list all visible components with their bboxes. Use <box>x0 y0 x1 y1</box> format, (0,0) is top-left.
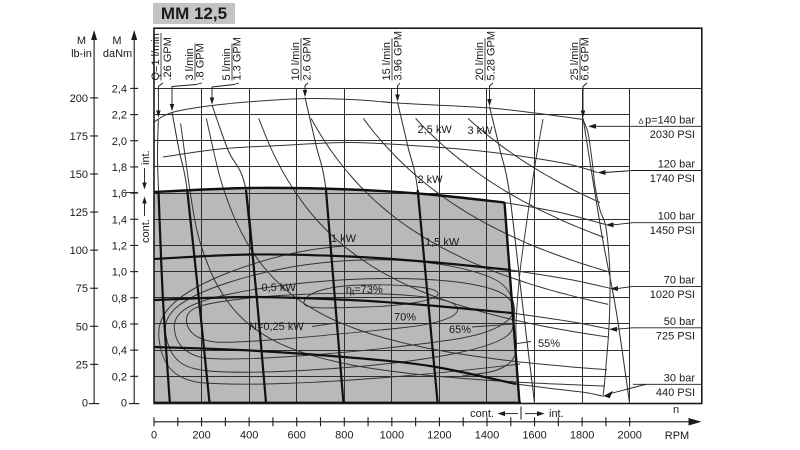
svg-text:0,8: 0,8 <box>112 293 127 305</box>
svg-text:15 l/min: 15 l/min <box>381 42 393 81</box>
svg-text:175: 175 <box>70 131 88 143</box>
svg-text:2,5 kW: 2,5 kW <box>418 124 453 136</box>
svg-text:cont.: cont. <box>140 219 152 243</box>
svg-text:ηt=73%: ηt=73% <box>346 284 383 297</box>
svg-text:10 l/min: 10 l/min <box>290 42 302 81</box>
svg-text:2,2: 2,2 <box>112 110 127 122</box>
svg-text:5 l/min: 5 l/min <box>221 48 233 80</box>
svg-text:200: 200 <box>70 93 88 105</box>
svg-text:n: n <box>673 404 679 416</box>
svg-text:400: 400 <box>240 430 258 442</box>
svg-text:2,4: 2,4 <box>112 83 127 95</box>
svg-text:55%: 55% <box>538 338 560 350</box>
svg-text:75: 75 <box>76 283 88 295</box>
svg-text:100: 100 <box>70 245 88 257</box>
svg-text:1,0: 1,0 <box>112 267 127 279</box>
svg-text:800: 800 <box>335 430 353 442</box>
svg-text:1800: 1800 <box>570 430 594 442</box>
svg-text:600: 600 <box>288 430 306 442</box>
svg-text:3.96 GPM: 3.96 GPM <box>393 31 405 81</box>
svg-text:2000: 2000 <box>617 430 641 442</box>
svg-text:440 PSI: 440 PSI <box>656 387 695 399</box>
svg-text:200: 200 <box>192 430 210 442</box>
svg-text:150: 150 <box>70 169 88 181</box>
svg-text:5.28 GPM: 5.28 GPM <box>486 31 498 81</box>
svg-text:20 l/min: 20 l/min <box>474 42 486 81</box>
svg-text:1600: 1600 <box>522 430 546 442</box>
svg-text:M: M <box>112 35 121 47</box>
svg-text:1740 PSI: 1740 PSI <box>650 173 695 185</box>
svg-text:1.3 GPM: 1.3 GPM <box>232 37 244 80</box>
svg-text:daNm: daNm <box>103 48 132 60</box>
svg-text:65%: 65% <box>449 324 471 336</box>
svg-text:1,4: 1,4 <box>112 214 127 226</box>
svg-text:70%: 70% <box>394 312 416 324</box>
svg-text:cont.: cont. <box>470 408 494 420</box>
svg-text:50: 50 <box>76 321 88 333</box>
svg-text:3 l/min: 3 l/min <box>184 48 196 80</box>
svg-text:725 PSI: 725 PSI <box>656 330 695 342</box>
svg-text:int.: int. <box>549 408 564 420</box>
svg-text:1000: 1000 <box>380 430 404 442</box>
svg-text:70 bar: 70 bar <box>664 274 696 286</box>
svg-text:120 bar: 120 bar <box>658 159 696 171</box>
svg-text:0,4: 0,4 <box>112 345 127 357</box>
svg-text:1020 PSI: 1020 PSI <box>650 289 695 301</box>
svg-text:0,2: 0,2 <box>112 371 127 383</box>
svg-text:1 kW: 1 kW <box>331 233 357 245</box>
svg-text:0: 0 <box>82 397 88 409</box>
svg-text:1400: 1400 <box>475 430 499 442</box>
svg-text:1200: 1200 <box>427 430 451 442</box>
svg-text:2.6 GPM: 2.6 GPM <box>302 37 314 80</box>
svg-text:0,6: 0,6 <box>112 319 127 331</box>
svg-text:.8 GPM: .8 GPM <box>195 43 207 80</box>
svg-text:1,2: 1,2 <box>112 240 127 252</box>
svg-text:Q=1 l/min: Q=1 l/min <box>150 33 162 80</box>
svg-text:50 bar: 50 bar <box>664 316 696 328</box>
svg-text:lb-in: lb-in <box>71 48 92 60</box>
svg-text:MM 12,5: MM 12,5 <box>161 4 227 23</box>
svg-text:30 bar: 30 bar <box>664 372 696 384</box>
svg-text:.26 GPM: .26 GPM <box>162 37 174 80</box>
svg-text:M: M <box>77 35 86 47</box>
svg-text:3 kW: 3 kW <box>468 125 494 137</box>
svg-text:1,5 kW: 1,5 kW <box>425 237 460 249</box>
svg-text:N=0,25 kW: N=0,25 kW <box>249 321 304 333</box>
svg-text:0,5 kW: 0,5 kW <box>262 282 297 294</box>
svg-text:2,0: 2,0 <box>112 136 127 148</box>
svg-text:125: 125 <box>70 207 88 219</box>
svg-text:2030 PSI: 2030 PSI <box>650 129 695 141</box>
svg-text:0: 0 <box>151 430 157 442</box>
svg-text:25: 25 <box>76 359 88 371</box>
svg-text:0: 0 <box>121 398 127 410</box>
svg-text:6.6 GPM: 6.6 GPM <box>580 37 592 80</box>
svg-text:25 l/min: 25 l/min <box>569 42 581 81</box>
svg-text:1,8: 1,8 <box>112 162 127 174</box>
svg-text:1,6: 1,6 <box>112 188 127 200</box>
svg-text:int.: int. <box>140 150 152 165</box>
svg-text:100 bar: 100 bar <box>658 211 696 223</box>
svg-text:2 kW: 2 kW <box>418 174 444 186</box>
svg-text:1450 PSI: 1450 PSI <box>650 225 695 237</box>
svg-text:Δ p=140 bar: Δ p=140 bar <box>638 114 695 126</box>
svg-text:RPM: RPM <box>665 430 689 442</box>
